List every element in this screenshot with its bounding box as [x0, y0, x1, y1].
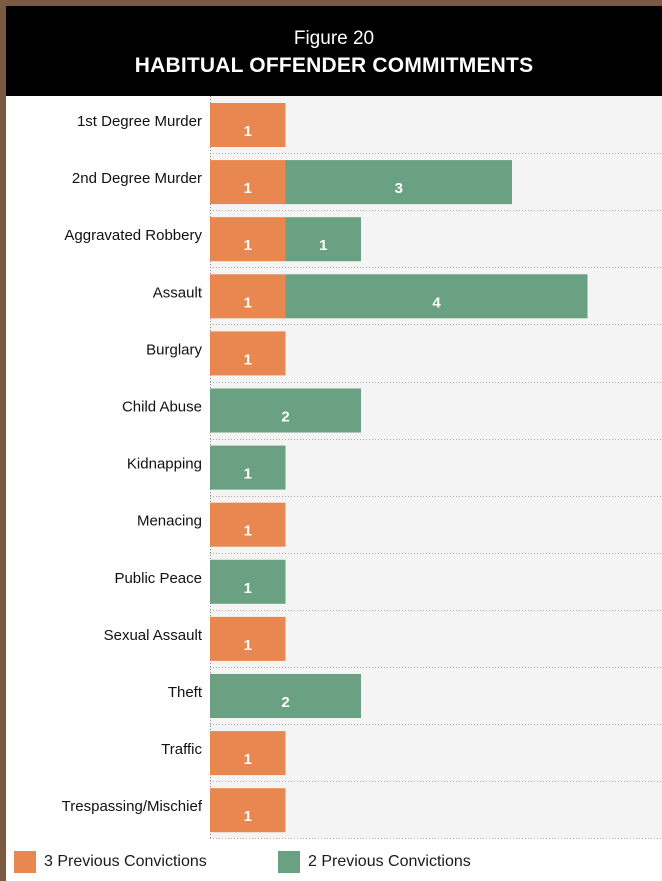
legend-label-3-previous: 3 Previous Convictions [44, 853, 207, 870]
legend-swatch-3-previous [14, 851, 36, 873]
bar-value-label: 3 [395, 180, 403, 197]
bar-segment [285, 274, 588, 319]
bar-segment [285, 160, 512, 205]
bar-segment [210, 388, 361, 433]
category-label: Aggravated Robbery [64, 227, 202, 244]
category-label: Assault [153, 284, 203, 301]
category-label: 1st Degree Murder [77, 113, 202, 130]
bar-segment [210, 731, 286, 776]
category-label: 2nd Degree Murder [72, 170, 202, 187]
bar-segment [210, 616, 286, 661]
category-label: Burglary [146, 341, 202, 358]
legend-item-3-previous: 3 Previous Convictions [14, 851, 207, 873]
bar-segment [210, 331, 286, 376]
bar-segment [210, 217, 286, 262]
category-label: Menacing [137, 513, 202, 530]
bar-segment [210, 674, 361, 718]
bar-value-label: 1 [319, 237, 327, 254]
bar-value-label: 1 [244, 351, 252, 368]
bar-value-label: 2 [281, 694, 289, 711]
bar-segment [210, 445, 286, 490]
category-label: Public Peace [114, 570, 202, 587]
category-label: Traffic [161, 741, 202, 758]
figure-number: Figure 20 [293, 28, 375, 49]
category-label: Sexual Assault [104, 627, 203, 644]
bar-value-label: 1 [244, 123, 252, 140]
bar-segment [210, 160, 286, 205]
bar-segment [210, 559, 286, 604]
bar-value-label: 4 [432, 294, 441, 311]
bar-segment [285, 217, 361, 262]
bar-value-label: 1 [244, 637, 252, 654]
chart-title: HABITUAL OFFENDER COMMITMENTS [134, 54, 534, 77]
category-label: Trespassing/Mischief [62, 798, 203, 815]
legend-swatch-2-previous [278, 851, 300, 873]
legend-item-2-previous: 2 Previous Convictions [278, 851, 471, 873]
bar-value-label: 1 [244, 466, 252, 483]
category-label: Kidnapping [127, 456, 202, 473]
bar-value-label: 2 [281, 409, 289, 426]
bar-value-label: 1 [244, 751, 252, 768]
bar-value-label: 1 [244, 180, 252, 197]
bar-segment [210, 788, 286, 833]
category-label: Child Abuse [122, 399, 202, 416]
bar-segment [210, 502, 286, 547]
legend-label-2-previous: 2 Previous Convictions [308, 853, 471, 870]
bar-segment [210, 274, 286, 319]
bar-value-label: 1 [244, 237, 252, 254]
bar-value-label: 1 [244, 580, 252, 597]
bar-value-label: 1 [244, 808, 252, 825]
category-label: Theft [168, 684, 203, 701]
bar-value-label: 1 [244, 294, 252, 311]
bar-segment [210, 103, 286, 147]
bar-value-label: 1 [244, 523, 252, 540]
title-bar: Figure 20 HABITUAL OFFENDER COMMITMENTS [6, 6, 662, 96]
